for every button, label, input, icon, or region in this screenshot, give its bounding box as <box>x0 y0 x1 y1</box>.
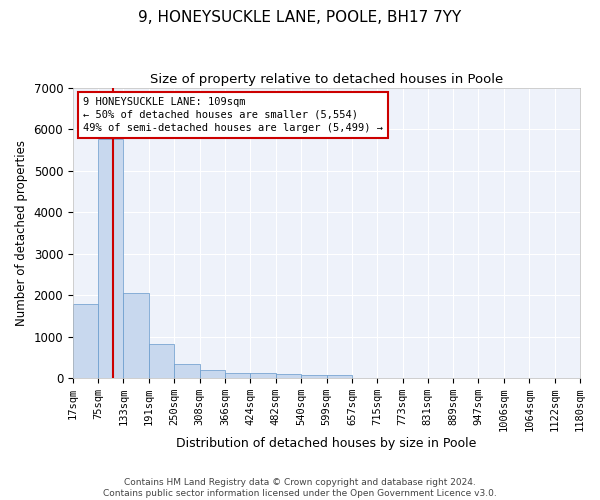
Bar <box>275 374 301 378</box>
Text: Contains HM Land Registry data © Crown copyright and database right 2024.
Contai: Contains HM Land Registry data © Crown c… <box>103 478 497 498</box>
Bar <box>98 138 124 378</box>
X-axis label: Distribution of detached houses by size in Poole: Distribution of detached houses by size … <box>176 437 476 450</box>
Y-axis label: Number of detached properties: Number of detached properties <box>15 140 28 326</box>
Title: Size of property relative to detached houses in Poole: Size of property relative to detached ho… <box>150 72 503 86</box>
Bar <box>175 364 200 378</box>
Bar <box>301 374 326 378</box>
Bar <box>326 376 352 378</box>
Text: 9, HONEYSUCKLE LANE, POOLE, BH17 7YY: 9, HONEYSUCKLE LANE, POOLE, BH17 7YY <box>139 10 461 25</box>
Bar <box>250 374 275 378</box>
Bar <box>225 372 250 378</box>
Bar <box>149 344 175 378</box>
Bar <box>200 370 225 378</box>
Text: 9 HONEYSUCKLE LANE: 109sqm
← 50% of detached houses are smaller (5,554)
49% of s: 9 HONEYSUCKLE LANE: 109sqm ← 50% of deta… <box>83 97 383 133</box>
Bar <box>73 304 98 378</box>
Bar <box>124 292 149 378</box>
